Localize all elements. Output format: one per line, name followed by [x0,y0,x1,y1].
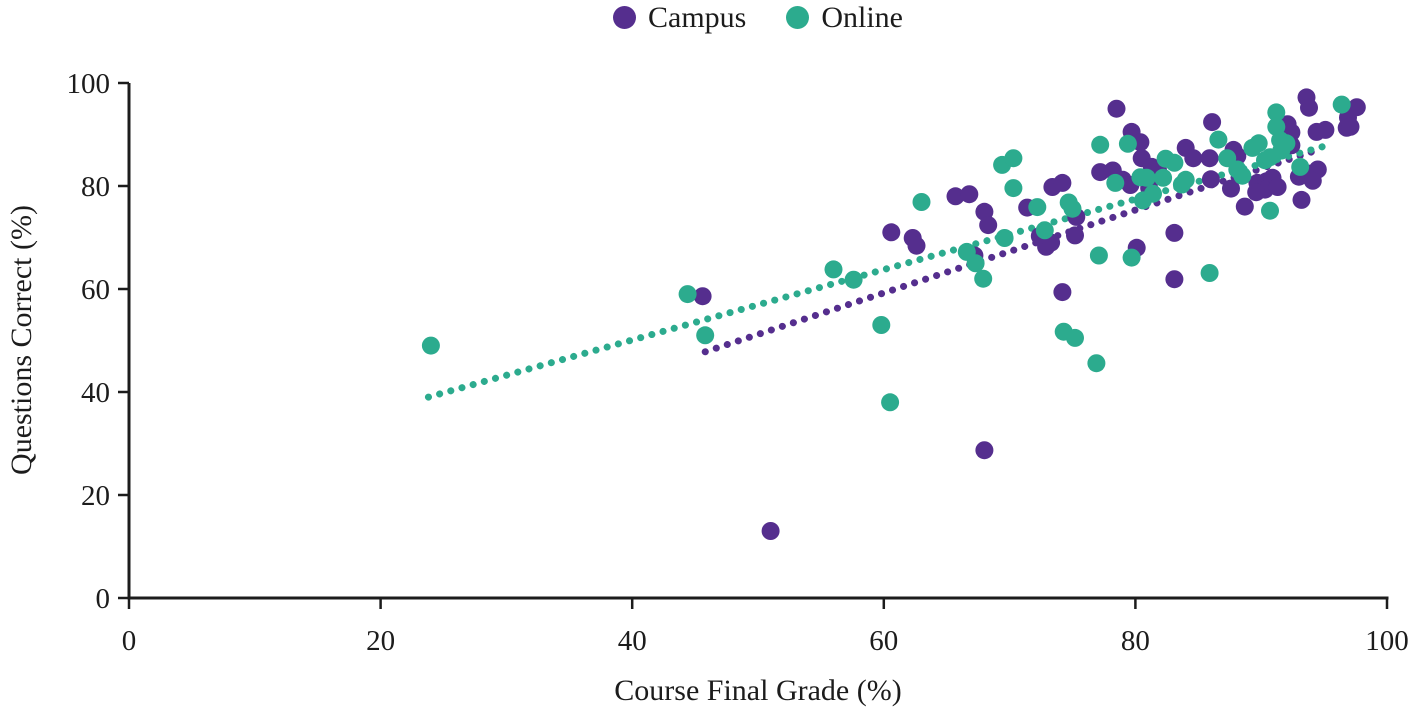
data-point-campus [1066,226,1084,245]
data-point-campus [1235,197,1254,216]
data-point-online [1209,130,1228,149]
data-point-online [1176,170,1195,189]
data-point-campus [1053,283,1072,302]
data-point-online [912,193,931,211]
data-point-online [824,260,843,279]
data-point-online [1249,134,1268,153]
data-point-online [1004,179,1023,198]
x-tick-label: 80 [1121,625,1150,657]
data-point-campus [1300,98,1318,117]
x-tick-label: 20 [366,625,395,657]
data-point-online [1035,221,1054,240]
data-point-campus [1053,173,1072,192]
data-point-online [872,316,891,334]
data-point-online [1332,95,1351,114]
data-point-campus [1200,149,1219,168]
data-point-online [995,229,1014,247]
data-point-online [974,269,993,288]
y-tick-label: 80 [81,171,110,203]
x-tick-label: 0 [122,625,137,657]
data-point-campus [907,236,926,255]
data-point-campus [1184,149,1203,168]
data-point-online [678,285,697,304]
y-tick-label: 20 [81,480,110,512]
legend-item-campus: Campus [613,1,746,34]
data-point-campus [1222,179,1240,198]
data-point-online [1091,135,1110,154]
data-point-online [1028,198,1047,217]
x-tick-label: 100 [1365,625,1409,657]
data-point-campus [1203,113,1222,132]
data-point-online [1233,166,1252,185]
data-point-campus [1303,171,1322,190]
data-point-online [1277,134,1296,153]
y-tick-label: 40 [81,377,110,409]
data-point-campus [1165,223,1184,242]
x-tick-label: 40 [618,625,647,657]
data-point-campus [1201,170,1220,189]
data-point-online [1087,354,1106,373]
data-point-online [966,254,985,273]
y-tick-label: 100 [67,68,111,100]
data-point-online [696,326,715,345]
legend-marker-online-icon [786,6,810,29]
data-point-campus [1268,178,1287,196]
data-point-campus [1316,120,1335,139]
legend-marker-campus-icon [613,6,636,29]
data-point-campus [1165,270,1184,289]
data-point-online [421,336,440,355]
data-point-campus [946,187,965,206]
data-point-campus [693,287,712,306]
data-point-online [1291,157,1310,176]
data-point-online [844,270,863,289]
legend-label-campus: Campus [648,1,747,34]
x-axis-title: Course Final Grade (%) [614,674,902,707]
data-point-campus [975,441,994,460]
data-point-online [1106,173,1125,192]
data-point-online [1267,103,1286,122]
data-point-online [1122,248,1141,267]
y-tick-label: 60 [81,274,110,306]
data-point-online [1063,199,1082,218]
data-point-campus [761,522,780,540]
data-point-campus [882,223,901,242]
data-point-campus [1247,183,1266,202]
data-point-online [1137,168,1156,187]
data-point-online [1200,264,1219,282]
data-point-campus [960,185,979,204]
data-point-online [1004,149,1023,168]
x-tick-label: 60 [869,625,898,657]
data-point-online [1261,201,1279,220]
legend: Campus Online [129,1,1387,34]
y-tick-label: 0 [96,583,111,615]
data-point-campus [1341,117,1360,136]
data-point-online [1089,246,1108,265]
data-point-online [881,393,900,412]
data-point-campus [1107,99,1126,118]
data-point-campus [1292,190,1311,209]
data-point-online [1066,328,1084,347]
data-point-online [1165,153,1184,172]
data-point-campus [979,216,998,235]
data-point-online [1154,168,1173,187]
data-point-online [1144,184,1162,203]
legend-item-online: Online [786,1,903,34]
data-point-online [1118,134,1137,153]
trend-line-online [424,140,1337,401]
legend-label-online: Online [821,1,903,34]
